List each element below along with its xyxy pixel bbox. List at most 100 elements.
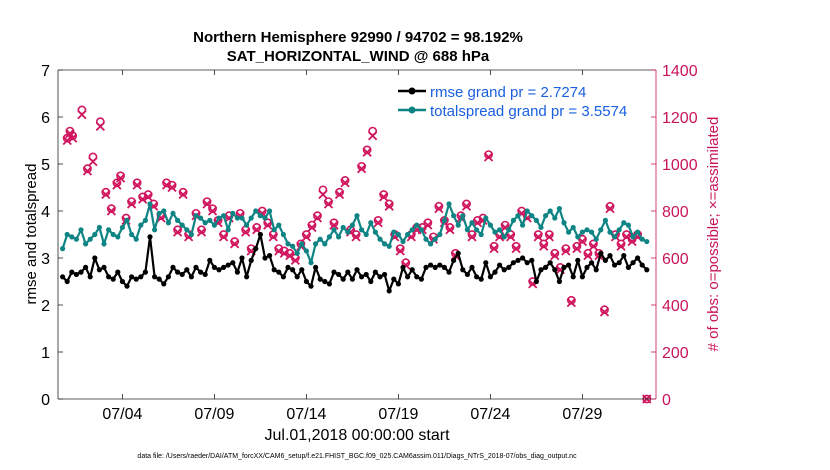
legend-spread-label: totalspread grand pr = 3.5574 (430, 103, 627, 120)
totalspread-point (179, 222, 185, 228)
totalspread-point (602, 217, 609, 223)
rmse-point (630, 260, 636, 266)
rmse-point (570, 274, 576, 280)
totalspread-point (428, 241, 434, 247)
totalspread-point (460, 213, 466, 219)
obs-assimilated-marker (178, 189, 188, 200)
totalspread-point (193, 213, 199, 219)
totalspread-point (83, 241, 89, 247)
totalspread-point (69, 234, 75, 240)
y-right-tick-label: 600 (662, 251, 689, 268)
obs-assimilated-marker (506, 232, 516, 242)
totalspread-point (156, 210, 162, 216)
rmse-point (515, 257, 521, 263)
rmse-point (253, 246, 259, 252)
rmse-point (290, 267, 296, 273)
totalspread-point (239, 215, 245, 221)
obs-assimilated-marker (65, 128, 75, 139)
totalspread-point (244, 222, 250, 228)
totalspread-point (478, 231, 484, 238)
rmse-point (363, 271, 369, 278)
rmse-point (326, 281, 332, 287)
totalspread-point (589, 229, 595, 235)
obs-assimilated-marker (126, 199, 137, 209)
chart-subtitle: SAT_HORIZONTAL_WIND @ 688 hPa (227, 48, 490, 65)
totalspread-point (119, 224, 125, 231)
totalspread-point (441, 217, 447, 223)
totalspread-point (556, 206, 563, 212)
totalspread-point (280, 231, 286, 238)
totalspread-point (267, 208, 273, 214)
totalspread-point (483, 215, 489, 221)
totalspread-point (593, 236, 599, 242)
obs-assimilated-marker (115, 173, 126, 183)
rmse-point (483, 260, 489, 266)
axes (57, 69, 657, 400)
totalspread-point (418, 227, 424, 233)
totalspread-point (538, 224, 544, 231)
rmse-point (584, 264, 590, 270)
totalspread-point (598, 227, 604, 233)
rmse-point (340, 276, 346, 282)
totalspread-point (612, 234, 618, 240)
rmse-point (478, 276, 484, 282)
totalspread-point (639, 236, 645, 242)
y-right-tick-label: 1000 (662, 157, 698, 174)
totalspread-point (395, 231, 401, 238)
rmse-point (543, 264, 549, 270)
rmse-point (207, 257, 213, 263)
rmse-point (566, 262, 572, 268)
rmse-point (119, 278, 125, 285)
totalspread-point (644, 238, 650, 245)
totalspread-point (115, 234, 121, 240)
obs-assimilated-marker (132, 180, 142, 190)
rmse-point (69, 269, 75, 275)
rmse-point (308, 283, 314, 289)
legend: rmse grand pr = 2.7274 totalspread grand… (394, 80, 648, 120)
obs-assimilated-marker (384, 201, 394, 211)
rmse-point (349, 276, 355, 282)
totalspread-point (469, 220, 475, 226)
totalspread-point (175, 217, 181, 223)
data-file-footer: data file: /Users/raeder/DAI/ATM_forcXX/… (137, 453, 577, 460)
totalspread-point (92, 231, 98, 238)
rmse-point (78, 269, 84, 275)
totalspread-point (317, 236, 323, 242)
rmse-point (547, 260, 553, 266)
totalspread-point (414, 222, 420, 228)
rmse-point (225, 262, 231, 268)
rmse-point (520, 255, 526, 261)
obs-assimilated-marker (88, 157, 98, 167)
obs-assimilated-marker (340, 178, 350, 188)
x-tick-label: 07/24 (470, 406, 510, 423)
totalspread-point (616, 227, 622, 233)
totalspread-point (336, 234, 342, 240)
obs-assimilated-marker (368, 131, 378, 141)
totalspread-point (455, 222, 461, 228)
obs-assimilated-marker (167, 182, 177, 193)
totalspread-point (579, 229, 586, 235)
obs-assimilated-marker (561, 246, 571, 256)
rmse-point (598, 250, 604, 256)
obs-assimilated-marker (334, 189, 345, 200)
totalspread-point (520, 222, 526, 228)
rmse-point (299, 267, 305, 273)
rmse-point (556, 278, 563, 285)
totalspread-point (363, 231, 369, 238)
obs-assimilated-marker (550, 251, 560, 261)
obs-assimilated-marker (95, 121, 105, 132)
totalspread-point (487, 222, 493, 228)
totalspread-point (106, 227, 112, 233)
totalspread-point (230, 210, 236, 216)
totalspread-point (303, 248, 309, 254)
totalspread-point (101, 241, 107, 247)
totalspread-point (552, 215, 558, 221)
rmse-point (621, 253, 627, 259)
rmse-point (285, 264, 291, 270)
obs-assimilated-marker (461, 201, 472, 211)
obs-assimilated-marker (82, 166, 93, 176)
obs-assimilated-marker (202, 199, 212, 209)
totalspread-point (299, 241, 305, 247)
rmse-point (441, 264, 447, 270)
